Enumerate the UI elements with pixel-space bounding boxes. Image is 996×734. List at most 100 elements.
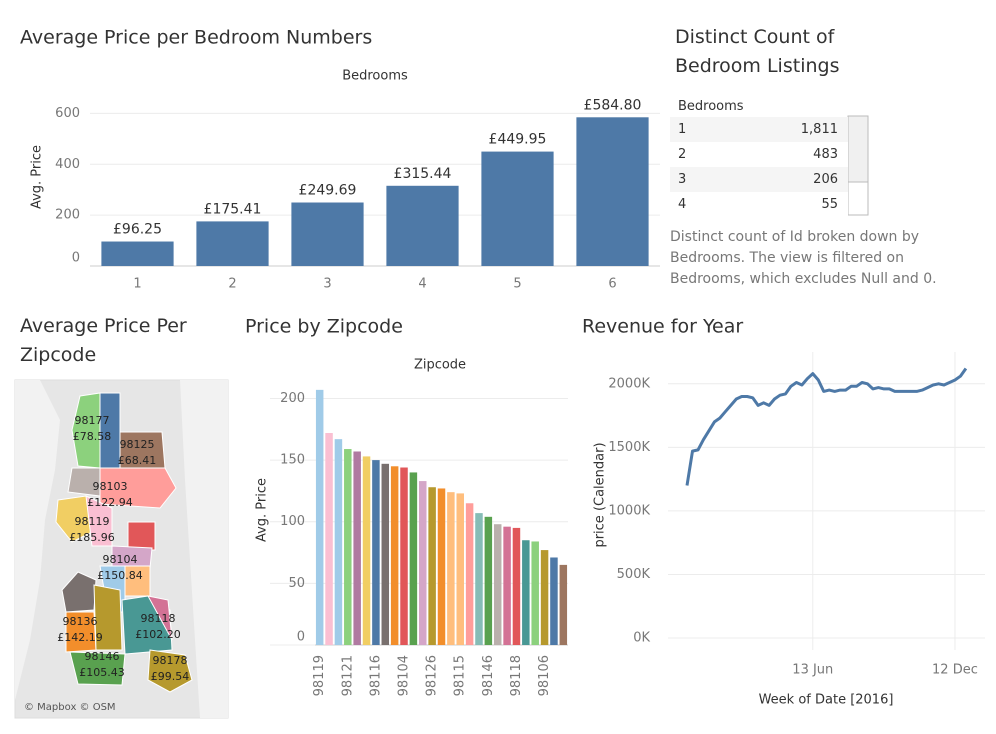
x-tick-label: 98106: [537, 655, 552, 696]
bar: [550, 557, 558, 645]
y-tick-label: 0: [72, 251, 80, 266]
map-price: £78.58: [73, 430, 112, 443]
x-tick-label: 6: [608, 277, 616, 292]
bar: [386, 185, 459, 266]
bar: [576, 117, 649, 266]
table-title: Distinct Count of Bedroom Listings: [675, 26, 840, 77]
bar: [101, 241, 174, 266]
map-zipcode: 98104: [103, 553, 138, 566]
y-tick-label: 500K: [617, 567, 651, 582]
y-tick-label: 50: [288, 576, 305, 591]
data-label: £584.80: [584, 97, 642, 113]
x-axis-title: Bedrooms: [342, 69, 408, 84]
y-tick-label: 400: [55, 157, 80, 172]
y-axis-title: Avg. Price: [30, 145, 45, 209]
row-label: 2: [678, 147, 687, 162]
x-tick-label: 12 Dec: [932, 663, 978, 678]
x-tick-label: 98118: [509, 655, 524, 696]
x-tick-label: 3: [323, 277, 331, 292]
data-label: £175.41: [204, 201, 262, 217]
map-zipcode: 98177: [75, 414, 110, 427]
bar: [344, 449, 352, 645]
region: [55, 495, 97, 543]
bar: [381, 463, 390, 645]
map-zipcode: 98118: [141, 612, 176, 625]
bar: [540, 550, 549, 645]
bar: [428, 487, 436, 645]
bar: [531, 541, 539, 645]
bar: [465, 503, 474, 645]
bar: [196, 221, 269, 266]
table: Bedrooms 1 1,811 2 483 3 206 4 55: [670, 95, 868, 217]
map-price: £150.84: [97, 569, 143, 582]
bar: [512, 527, 521, 645]
region: [93, 584, 123, 651]
row-label: 1: [678, 122, 687, 137]
data-label: £449.95: [489, 132, 547, 148]
table-header: Bedrooms: [678, 98, 744, 114]
bar: [291, 202, 364, 266]
x-tick-label: 5: [513, 277, 521, 292]
map: © Mapbox © OSM 98177 £78.58 98125 £68.41 981…: [14, 379, 229, 719]
map-price: £99.54: [151, 670, 190, 683]
map-zipcode: 98119: [75, 515, 110, 528]
bar: [456, 493, 464, 645]
x-tick-label: 2: [228, 277, 236, 292]
map-price: £142.19: [57, 631, 103, 644]
bar: [419, 481, 427, 645]
bar: [362, 456, 371, 645]
bar: [325, 433, 333, 645]
x-tick-label: 98146: [481, 655, 496, 696]
row-value: 483: [813, 147, 838, 162]
y-axis-title: price (Calendar): [593, 442, 608, 547]
map-price: £185.96: [69, 531, 115, 544]
data-label: £96.25: [113, 222, 162, 238]
x-tick-label: 4: [418, 277, 426, 292]
y-tick-label: 0: [297, 630, 305, 645]
row-label: 3: [678, 172, 687, 187]
row-value: 206: [813, 172, 838, 187]
table-row: 2 483: [670, 142, 848, 167]
x-axis-title: Zipcode: [414, 358, 466, 373]
y-tick-label: 200: [280, 391, 305, 406]
y-tick-label: 2000K: [608, 376, 650, 391]
region: [127, 521, 156, 551]
x-tick-label: 1: [133, 277, 141, 292]
bar: [475, 513, 483, 645]
x-tick-label: 98121: [340, 655, 355, 696]
chart-title: Price by Zipcode: [245, 316, 403, 338]
table-row: 3 206: [670, 167, 848, 192]
bar: [437, 488, 446, 645]
bar: [493, 524, 502, 645]
table-row: 4 55: [670, 192, 848, 217]
bar: [409, 472, 418, 645]
region: [147, 595, 173, 641]
table-caption: Distinct count of Id broken down by Bedr…: [670, 229, 937, 287]
chart-title: Revenue for Year: [582, 316, 743, 338]
row-label: 4: [678, 197, 687, 212]
y-tick-label: 100: [280, 514, 305, 529]
row-value: 1,811: [800, 122, 838, 137]
scroll-thumb[interactable]: [847, 115, 869, 183]
row-value: 55: [821, 197, 838, 212]
bar: [315, 389, 324, 645]
data-label: £315.44: [394, 166, 452, 182]
y-tick-label: 600: [55, 106, 80, 121]
region: [147, 649, 193, 693]
region: [71, 392, 101, 469]
map-price: £68.41: [118, 454, 157, 467]
map-attribution: © Mapbox © OSM: [24, 702, 116, 713]
line: [685, 367, 968, 486]
y-tick-label: 150: [280, 453, 305, 468]
chart-title: Average Price per Bedroom Numbers: [20, 27, 372, 49]
x-tick-label: 98104: [397, 655, 412, 696]
bar: [447, 492, 455, 645]
map-title: Average Price Per Zipcode: [20, 315, 187, 366]
bar: [334, 439, 343, 645]
bar: [484, 516, 493, 645]
y-tick-label: 0K: [633, 631, 650, 646]
x-tick-label: 98115: [453, 655, 468, 696]
bar: [400, 467, 408, 645]
